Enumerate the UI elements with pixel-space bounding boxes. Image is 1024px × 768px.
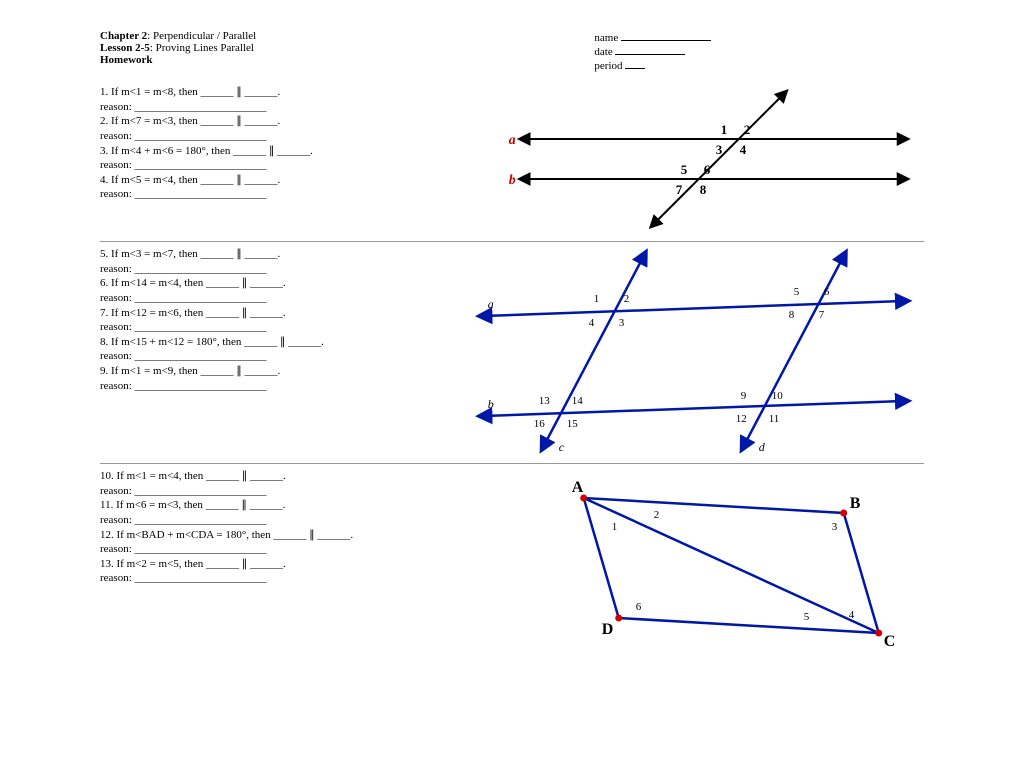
svg-text:8: 8	[788, 309, 794, 321]
svg-text:c: c	[558, 440, 564, 454]
question-6: 6. If m<14 = m<4, then ______ ∥ ______.	[100, 277, 463, 290]
svg-text:4: 4	[588, 317, 594, 329]
svg-text:16: 16	[533, 418, 545, 430]
period-label: period	[594, 60, 622, 72]
svg-text:11: 11	[768, 413, 779, 425]
svg-text:6: 6	[703, 162, 710, 177]
svg-text:14: 14	[571, 395, 583, 407]
header-right: name date period	[594, 30, 924, 72]
svg-text:5: 5	[803, 611, 809, 623]
reason-4: reason: ________________________	[100, 188, 463, 201]
lesson-bold: Lesson 2-5	[100, 42, 150, 54]
svg-text:13: 13	[538, 395, 550, 407]
question-7: 7. If m<12 = m<6, then ______ ∥ ______.	[100, 307, 463, 320]
svg-text:5: 5	[793, 286, 799, 298]
svg-text:4: 4	[848, 609, 854, 621]
section-3: 10. If m<1 = m<4, then ______ ∥ ______.r…	[100, 464, 924, 665]
svg-text:1: 1	[593, 293, 599, 305]
question-8: 8. If m<15 + m<12 = 180°, then ______ ∥ …	[100, 336, 463, 349]
diagram-3: A B C D 1 2 3 4 5 6	[463, 468, 924, 661]
svg-text:10: 10	[771, 390, 783, 402]
reason-7: reason: ________________________	[100, 321, 463, 334]
svg-text:3: 3	[618, 317, 624, 329]
svg-text:1: 1	[720, 122, 727, 137]
reason-2: reason: ________________________	[100, 130, 463, 143]
question-1: 1. If m<1 = m<8, then ______ ∥ ______.	[100, 86, 463, 99]
question-3: 3. If m<4 + m<6 = 180°, then ______ ∥ __…	[100, 145, 463, 158]
reason-8: reason: ________________________	[100, 350, 463, 363]
svg-text:D: D	[601, 621, 613, 638]
reason-9: reason: ________________________	[100, 380, 463, 393]
svg-text:15: 15	[566, 418, 578, 430]
section-1: 1. If m<1 = m<8, then ______ ∥ ______.re…	[100, 80, 924, 242]
diagram-1: a b 1 2 3 4 5 6 7 8	[463, 84, 924, 237]
question-4: 4. If m<5 = m<4, then ______ ∥ ______.	[100, 174, 463, 187]
svg-text:2: 2	[653, 509, 659, 521]
reason-11: reason: ________________________	[100, 514, 463, 527]
svg-text:8: 8	[699, 182, 706, 197]
svg-text:2: 2	[623, 293, 629, 305]
reason-12: reason: ________________________	[100, 543, 463, 556]
svg-text:5: 5	[680, 162, 687, 177]
reason-10: reason: ________________________	[100, 485, 463, 498]
reason-13: reason: ________________________	[100, 572, 463, 585]
svg-text:12: 12	[735, 413, 746, 425]
questions-2: 5. If m<3 = m<7, then ______ ∥ ______.re…	[100, 246, 463, 459]
question-13: 13. If m<2 = m<5, then ______ ∥ ______.	[100, 558, 463, 571]
homework-label: Homework	[100, 54, 553, 66]
svg-text:2: 2	[743, 122, 750, 137]
section-2: 5. If m<3 = m<7, then ______ ∥ ______.re…	[100, 242, 924, 464]
lesson-rest: : Proving Lines Parallel	[150, 42, 254, 54]
svg-text:d: d	[758, 440, 765, 454]
header-left: Chapter 2: Perpendicular / Parallel Less…	[100, 30, 553, 72]
name-label: name	[594, 32, 618, 44]
svg-text:3: 3	[831, 521, 837, 533]
worksheet-page: Chapter 2: Perpendicular / Parallel Less…	[0, 0, 1024, 675]
date-label: date	[594, 46, 612, 58]
chapter-bold: Chapter 2	[100, 30, 147, 42]
svg-text:1: 1	[611, 521, 617, 533]
reason-6: reason: ________________________	[100, 292, 463, 305]
question-12: 12. If m<BAD + m<CDA = 180°, then ______…	[100, 529, 463, 542]
question-5: 5. If m<3 = m<7, then ______ ∥ ______.	[100, 248, 463, 261]
reason-3: reason: ________________________	[100, 159, 463, 172]
svg-text:3: 3	[715, 142, 722, 157]
svg-text:4: 4	[739, 142, 746, 157]
questions-1: 1. If m<1 = m<8, then ______ ∥ ______.re…	[100, 84, 463, 237]
question-9: 9. If m<1 = m<9, then ______ ∥ ______.	[100, 365, 463, 378]
chapter-rest: : Perpendicular / Parallel	[147, 30, 256, 42]
svg-text:b: b	[487, 397, 493, 411]
svg-text:6: 6	[823, 286, 829, 298]
diagram-2: a b c d 12 43 56 87 910 1211 1314 1615	[463, 246, 924, 459]
question-2: 2. If m<7 = m<3, then ______ ∥ ______.	[100, 115, 463, 128]
question-11: 11. If m<6 = m<3, then ______ ∥ ______.	[100, 499, 463, 512]
svg-text:9: 9	[740, 390, 746, 402]
question-10: 10. If m<1 = m<4, then ______ ∥ ______.	[100, 470, 463, 483]
line-b-label: b	[508, 173, 515, 188]
svg-text:A: A	[571, 479, 583, 496]
reason-5: reason: ________________________	[100, 263, 463, 276]
svg-text:B: B	[849, 495, 860, 512]
svg-text:7: 7	[675, 182, 682, 197]
line-a-label: a	[508, 133, 515, 148]
questions-3: 10. If m<1 = m<4, then ______ ∥ ______.r…	[100, 468, 463, 661]
svg-text:6: 6	[635, 601, 641, 613]
svg-text:7: 7	[818, 309, 824, 321]
header: Chapter 2: Perpendicular / Parallel Less…	[100, 30, 924, 72]
svg-text:C: C	[883, 633, 895, 650]
svg-text:a: a	[487, 297, 493, 311]
reason-1: reason: ________________________	[100, 101, 463, 114]
